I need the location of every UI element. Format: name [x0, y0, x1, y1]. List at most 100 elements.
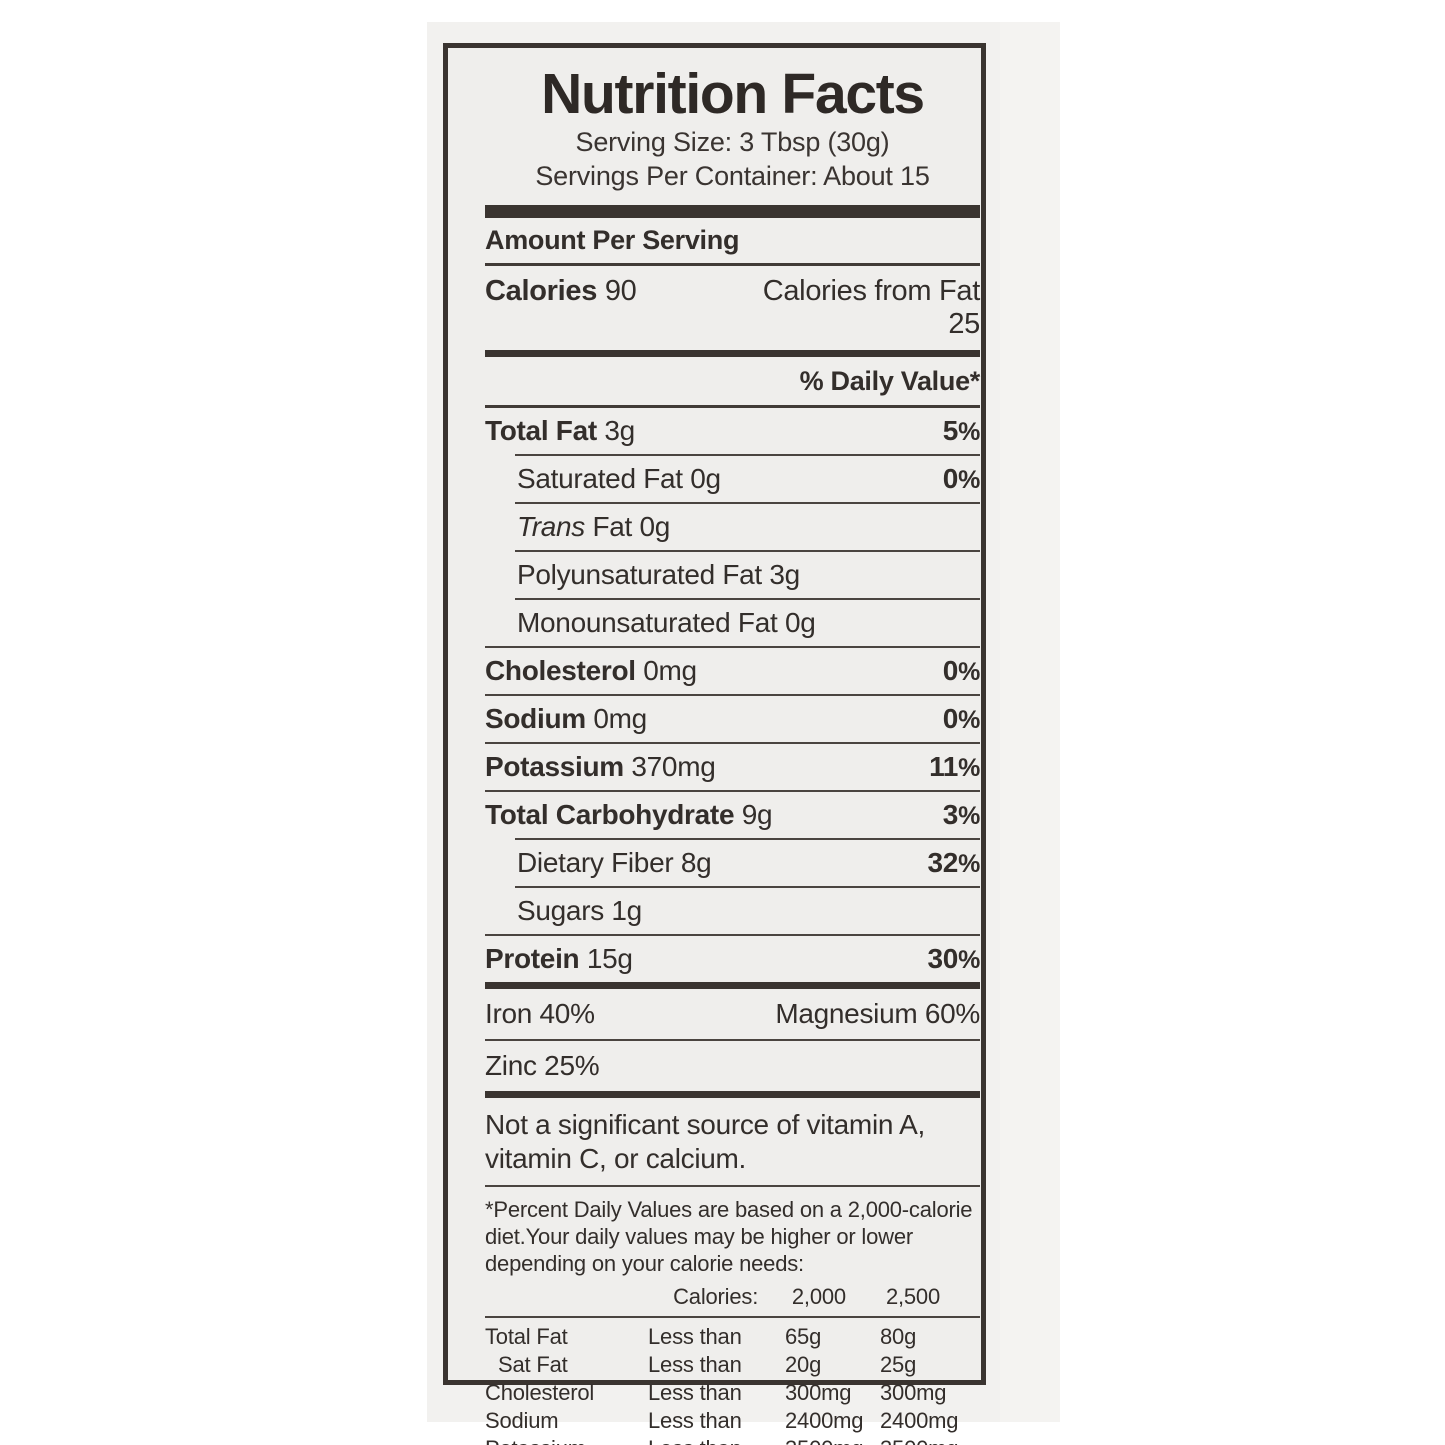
nutrient-name: Potassium	[485, 751, 624, 783]
nutrient-name-amount: Protein 15g	[485, 945, 633, 973]
nutrient-divider	[515, 454, 980, 457]
nutrient-name: Sodium	[485, 703, 586, 735]
reference-header-spacer	[485, 1284, 673, 1310]
nutrient-row: Total Carbohydrate 9g 3%	[485, 792, 980, 838]
calories-label: Calories	[485, 275, 598, 308]
reference-row-label: Sodium	[485, 1408, 559, 1434]
reference-row-value-2000: 2400mg	[785, 1408, 864, 1434]
nutrition-facts-panel: Nutrition Facts Serving Size: 3 Tbsp (30…	[443, 43, 986, 1445]
nutrient-row: Polyunsaturated Fat 3g	[485, 552, 980, 598]
nutrient-daily-value: 3%	[942, 799, 981, 831]
nutrient-name-amount: Dietary Fiber 8g	[485, 847, 712, 879]
nutrient-name-amount: Polyunsaturated Fat 3g	[485, 561, 800, 589]
reference-table-row: PotassiumLess than3500mg3500mg	[485, 1435, 980, 1445]
minerals-row-1: Iron 40% Magnesium 60%	[485, 989, 980, 1039]
nutrient-divider	[485, 694, 980, 697]
divider-above-total-fat	[485, 405, 980, 409]
nutrient-divider	[515, 886, 980, 889]
reference-table-rows: Total Fat Less than 65g 80g Sat Fat Less than…	[485, 1318, 980, 1445]
reference-table-row: Sat Fat Less than 20g 25g	[485, 1351, 980, 1379]
nutrient-name: Total Fat	[485, 415, 597, 447]
nutrient-daily-value: 30%	[927, 943, 981, 975]
nutrient-divider	[515, 550, 980, 553]
nutrient-divider	[485, 790, 980, 793]
divider-thick-top	[485, 205, 980, 219]
nutrient-amount: Fat 0g	[585, 511, 671, 543]
nutrient-name-amount: Trans Fat 0g	[485, 513, 670, 541]
page-title: Nutrition Facts	[541, 62, 925, 126]
calories-row: Calories 90 Calories from Fat 25	[485, 266, 980, 350]
nutrient-row: Protein 15g 30%	[485, 936, 980, 982]
reference-row-qualifier: Less than	[648, 1408, 742, 1434]
reference-calories-label: Calories:	[673, 1283, 759, 1309]
calories-from-fat: Calories from Fat 25	[762, 275, 981, 341]
reference-table-header: Calories: 2,000 2,500	[485, 1282, 980, 1316]
nutrient-daily-value: 11%	[929, 751, 980, 783]
nutrient-name: Polyunsaturated Fat	[517, 559, 762, 591]
calories-value: 90	[604, 275, 637, 308]
reference-row-value-2000: 3500mg	[785, 1435, 880, 1445]
nutrient-daily-value: 0%	[942, 703, 981, 735]
nutrient-name: Trans	[517, 511, 585, 543]
reference-row-value-2500: 25g	[880, 1351, 917, 1377]
nutrient-row: Potassium 370mg 11%	[485, 744, 980, 790]
nutrient-rows: Total Fat 3g 5% Saturated Fat 0g 0% Trans Fa…	[485, 405, 980, 982]
nutrient-amount: 0mg	[585, 703, 647, 735]
reference-row-value-2500: 2400mg	[880, 1408, 959, 1434]
nutrient-name: Cholesterol	[485, 655, 636, 687]
nutrient-name-amount: Monounsaturated Fat 0g	[485, 609, 816, 637]
nutrient-amount: 8g	[673, 847, 712, 879]
serving-size-text: Serving Size: 3 Tbsp (30g)	[575, 127, 890, 157]
nutrient-daily-value: 5%	[942, 415, 981, 447]
calories-label-wrap: Calories 90	[485, 275, 735, 308]
nutrition-facts-content: Nutrition Facts Serving Size: 3 Tbsp (30…	[485, 58, 980, 1445]
nutrient-name: Total Carbohydrate	[485, 799, 735, 831]
nutrient-name-amount: Total Fat 3g	[485, 417, 635, 445]
not-significant-source-text: Not a significant source of vitamin A, v…	[485, 1109, 925, 1174]
reference-table-row: Sodium Less than 2400mg 2400mg	[485, 1407, 980, 1435]
nutrient-name: Dietary Fiber	[517, 847, 674, 879]
daily-value-header: % Daily Value*	[799, 366, 981, 397]
iron-value: Iron 40%	[485, 998, 595, 1030]
nutrient-amount: 9g	[734, 799, 773, 831]
reference-row-qualifier: Less than	[648, 1435, 785, 1445]
zinc-value: Zinc 25%	[485, 1050, 600, 1082]
nutrient-amount: 0mg	[635, 655, 697, 687]
reference-row-label: Total Fat	[485, 1323, 568, 1349]
nutrient-name: Sugars	[517, 895, 604, 927]
reference-row-qualifier: Less than	[648, 1351, 742, 1377]
nutrient-name-amount: Saturated Fat 0g	[485, 465, 721, 493]
nutrient-amount: 1g	[603, 895, 642, 927]
nutrient-row: Saturated Fat 0g 0%	[485, 456, 980, 502]
nutrient-name: Protein	[485, 943, 580, 975]
nutrient-row: Trans Fat 0g	[485, 504, 980, 550]
nutrient-divider	[485, 646, 980, 649]
nutrient-row: Sugars 1g	[485, 888, 980, 934]
minerals-row-2: Zinc 25%	[485, 1041, 980, 1091]
nutrient-daily-value: 0%	[942, 655, 981, 687]
nutrient-amount: 0g	[777, 607, 816, 639]
daily-value-footnote: *Percent Daily Values are based on a 2,0…	[485, 1197, 973, 1276]
nutrient-row: Total Fat 3g 5%	[485, 408, 980, 454]
reference-row-label: Cholesterol	[485, 1380, 595, 1406]
divider-below-calories	[485, 350, 980, 358]
nutrient-name: Saturated Fat	[517, 463, 683, 495]
reference-row-value-2500: 3500mg	[880, 1435, 975, 1445]
reference-row-label: Sat Fat	[498, 1351, 568, 1377]
nutrient-amount: 370mg	[623, 751, 716, 783]
nutrient-divider	[485, 742, 980, 745]
nutrient-name-amount: Cholesterol 0mg	[485, 657, 697, 685]
nutrient-daily-value: 0%	[942, 463, 981, 495]
servings-per-container-text: Servings Per Container: About 15	[535, 161, 930, 192]
reference-row-value-2500: 300mg	[880, 1380, 947, 1406]
nutrient-name-amount: Total Carbohydrate 9g	[485, 799, 773, 831]
reference-row-value-2000: 300mg	[785, 1380, 852, 1406]
reference-row-value-2500: 80g	[880, 1323, 917, 1349]
nutrient-row: Sodium 0mg 0%	[485, 696, 980, 742]
nutrient-daily-value: 32%	[927, 847, 981, 879]
reference-col-2000: 2,000	[791, 1283, 846, 1309]
nutrient-row: Dietary Fiber 8g 32%	[485, 840, 980, 886]
reference-row-value-2000: 65g	[785, 1323, 822, 1349]
label-backdrop-right	[1000, 22, 1060, 1422]
